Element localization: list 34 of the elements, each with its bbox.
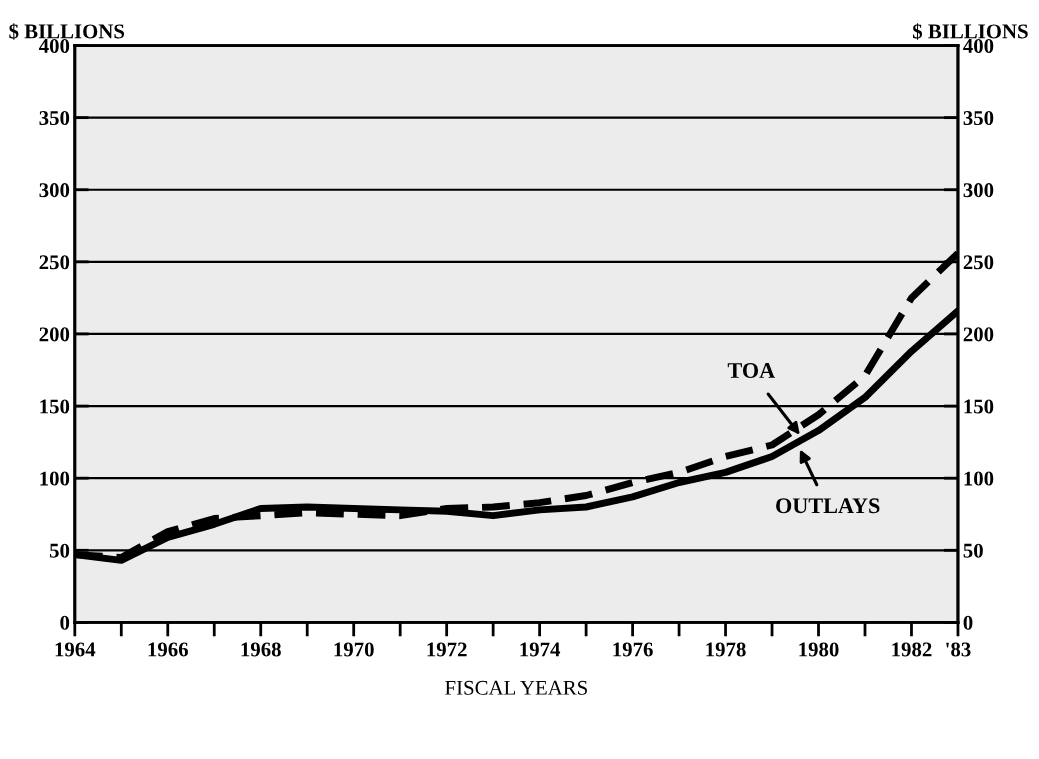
y-tick-label: 0 <box>60 615 70 630</box>
y-axis-title: $ BILLIONS <box>9 23 125 40</box>
y2-tick-label: 200 <box>963 327 994 342</box>
y-tick-label: 350 <box>39 111 70 126</box>
x-tick-label: 1970 <box>334 642 374 657</box>
x-tick-label: 1964 <box>55 642 96 657</box>
x-tick-label: 1976 <box>613 642 653 657</box>
x-tick-label: 1982 <box>892 642 932 657</box>
y2-tick-label: 400 <box>963 38 994 53</box>
annotation: TOA <box>727 363 776 378</box>
x-tick-label: 1972 <box>427 642 467 657</box>
x-tick-label: 1968 <box>241 642 281 657</box>
y2-tick-label: 250 <box>963 255 994 270</box>
y2-tick-label: 150 <box>964 399 994 414</box>
y-tick-label: 400 <box>38 38 70 53</box>
x-tick-label: 1978 <box>706 642 746 657</box>
y-tick-label: 250 <box>39 255 70 270</box>
y-tick-label: 150 <box>40 399 70 414</box>
y2-tick-label: 50 <box>963 543 983 558</box>
y-tick-label: 50 <box>49 543 70 558</box>
y2-tick-label: 300 <box>963 183 994 198</box>
x-tick-label: 1974 <box>520 642 561 657</box>
y2-tick-label: 100 <box>964 471 994 486</box>
x-tick-label: 1966 <box>148 642 188 657</box>
y2-tick-label: 350 <box>963 111 994 126</box>
x-axis-title: FISCAL YEARS <box>445 680 587 695</box>
y2-tick-label: 0 <box>963 615 973 630</box>
x-tick-label: '83 <box>946 642 971 657</box>
y2-axis-title: $ BILLIONS <box>912 23 1028 40</box>
y-tick-label: 100 <box>40 471 70 486</box>
x-tick-label: 1980 <box>799 642 839 657</box>
annotation: OUTLAYS <box>776 498 880 514</box>
y-tick-label: 300 <box>39 183 70 198</box>
y-tick-label: 200 <box>39 327 70 342</box>
